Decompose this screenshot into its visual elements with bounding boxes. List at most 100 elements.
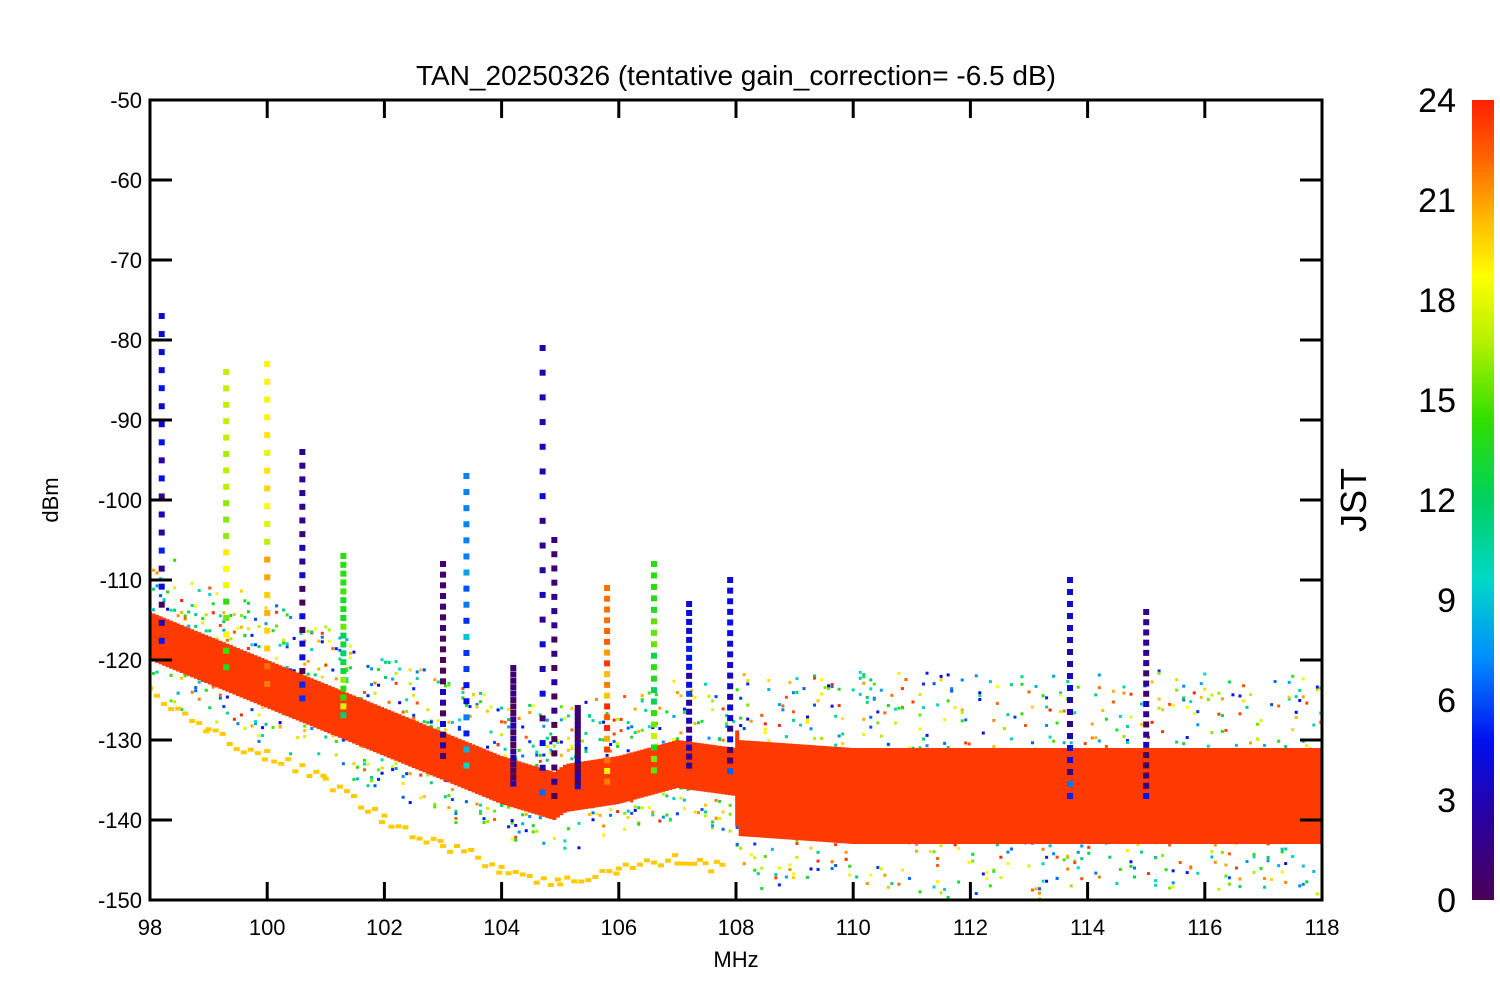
x-tick-label: 114 (1070, 915, 1105, 940)
lower-trace-point (306, 774, 313, 779)
signal-7 (510, 665, 517, 787)
lower-trace-point (650, 860, 657, 865)
lower-trace-point (285, 757, 292, 762)
lower-trace-point (372, 806, 379, 811)
lower-trace-point (564, 875, 571, 880)
x-tick-label: 100 (249, 915, 286, 940)
lower-trace-point (680, 861, 687, 866)
lower-trace-point (489, 862, 496, 867)
lower-trace-point (271, 759, 278, 764)
colorbar-tick-label: 12 (1418, 482, 1456, 520)
signal-8 (539, 345, 546, 796)
lower-trace-point (554, 877, 561, 882)
lower-trace-point (313, 769, 320, 774)
signal-11 (604, 585, 611, 785)
lower-trace-point (512, 870, 519, 875)
lower-trace-point (416, 836, 423, 841)
lower-trace-point (320, 773, 327, 778)
lower-trace-point (409, 835, 416, 840)
lower-trace-point (219, 731, 226, 736)
x-tick-label: 104 (483, 915, 520, 940)
signal-14 (727, 577, 734, 775)
lower-trace-point (498, 864, 505, 869)
lower-trace-point (264, 749, 271, 754)
lower-trace-point (379, 820, 386, 825)
lower-trace-point (461, 849, 468, 854)
y-axis: -50 -60 -70 -80 -90 -100 -110 -120 -130 -140 -150 (98, 88, 1322, 913)
lower-trace-point (299, 763, 306, 768)
x-axis-label: MHz (713, 947, 758, 972)
lower-trace-point (395, 824, 402, 829)
lower-trace-point (643, 858, 650, 863)
lower-trace-point (702, 861, 709, 866)
lower-trace-point (175, 706, 182, 711)
lower-trace-point (475, 855, 482, 860)
colorbar-tick-label: 18 (1418, 282, 1456, 320)
lower-trace-point (189, 718, 196, 723)
lower-trace-point (578, 879, 585, 884)
lower-trace-point (161, 701, 168, 706)
lower-trace (150, 686, 726, 888)
lower-trace-point (388, 824, 395, 829)
lower-trace-point (278, 761, 285, 766)
lower-trace-point (629, 865, 636, 870)
y-tick-label: -140 (98, 808, 142, 833)
lower-trace-point (357, 805, 364, 810)
lower-trace-point (447, 849, 454, 854)
lower-trace-point (585, 878, 592, 883)
y-tick-label: -60 (110, 168, 142, 193)
lower-trace-point (636, 862, 643, 867)
x-tick-label: 110 (836, 915, 871, 940)
colorbar-ticks: 24 21 18 15 12 9 6 3 0 (1418, 82, 1456, 920)
colorbar-tick-label: 6 (1437, 682, 1456, 720)
x-tick-label: 102 (366, 915, 403, 940)
lower-trace-point (196, 721, 203, 726)
lower-trace-point (205, 727, 212, 732)
lower-trace-point (708, 869, 715, 874)
lower-trace-point (437, 838, 444, 843)
colorbar-tick-label: 9 (1437, 582, 1456, 620)
lower-trace-point (622, 862, 629, 867)
lower-trace-point (665, 858, 672, 863)
signal-9 (551, 537, 558, 799)
signal-4 (340, 553, 347, 719)
lower-trace-point (329, 788, 336, 793)
x-tick-label: 108 (718, 915, 755, 940)
y-tick-label: -130 (98, 728, 142, 753)
lower-trace-point (547, 883, 554, 888)
lower-trace-point (719, 862, 726, 867)
lower-trace-point (261, 757, 268, 762)
signal-0 (158, 313, 165, 644)
lower-trace-point (540, 876, 547, 881)
lower-trace-point (519, 872, 526, 877)
signal-1 (223, 369, 230, 671)
lower-trace-point (154, 693, 161, 698)
lower-trace-point (685, 861, 692, 866)
chart-title: TAN_20250326 (tentative gain_correction=… (416, 60, 1056, 91)
lower-trace-point (212, 728, 219, 733)
lower-trace-point (440, 843, 446, 848)
y-tick-label: -80 (110, 328, 142, 353)
lower-trace-point (430, 836, 437, 841)
lower-trace-point (691, 861, 698, 866)
signal-2 (264, 361, 271, 687)
x-axis: 98 100 102 104 106 108 110 112 114 116 118 (138, 100, 1340, 940)
colorbar-tick-label: 24 (1418, 82, 1456, 120)
lower-trace-point (343, 789, 350, 794)
signal-6 (463, 473, 470, 769)
lower-trace-point (240, 750, 247, 755)
lower-trace-point (203, 729, 210, 734)
lower-trace-point (615, 866, 622, 871)
y-tick-label: -100 (98, 488, 142, 513)
signal-13 (686, 601, 693, 769)
lower-trace-point (454, 843, 461, 848)
colorbar-tick-label: 15 (1418, 382, 1456, 420)
lower-trace-point (226, 742, 233, 747)
lower-trace-point (657, 863, 664, 868)
y-tick-label: -150 (98, 888, 142, 913)
lower-trace-point (674, 861, 681, 866)
y-tick-label: -50 (110, 88, 142, 113)
x-tick-label: 98 (138, 915, 162, 940)
signal-5 (440, 561, 446, 759)
